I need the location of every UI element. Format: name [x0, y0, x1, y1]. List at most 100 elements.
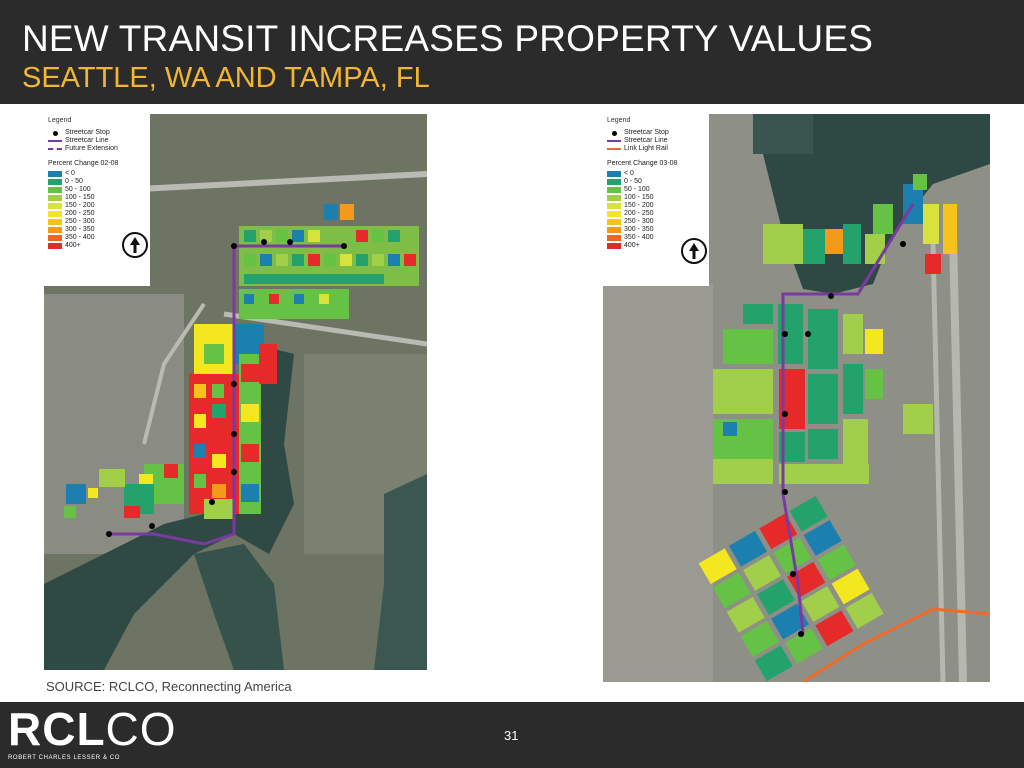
- legend-swatch: [607, 202, 621, 210]
- legend-class-row: 50 - 100: [48, 186, 146, 194]
- legend-class-row: 100 - 150: [48, 194, 146, 202]
- streetcar-line-icon: [607, 137, 621, 145]
- legend-class-label: 300 - 350: [624, 226, 654, 233]
- tampa-streetcar-stops: [106, 239, 347, 537]
- seattle-streetcar-stops: [782, 241, 906, 637]
- legend-label: Streetcar Line: [65, 137, 109, 144]
- legend-class-label: 150 - 200: [624, 202, 654, 209]
- legend-class-label: 400+: [624, 242, 640, 249]
- north-arrow-icon: [681, 238, 707, 264]
- legend-swatch: [607, 210, 621, 218]
- legend-class-row: 100 - 150: [607, 194, 705, 202]
- legend-swatch: [607, 178, 621, 186]
- legend-class-row: 50 - 100: [607, 186, 705, 194]
- streetcar-stop-icon: [607, 129, 621, 137]
- legend-swatch: [607, 170, 621, 178]
- legend-swatch: [48, 202, 62, 210]
- legend-class-label: 50 - 100: [624, 186, 650, 193]
- legend-class-label: < 0: [624, 170, 634, 177]
- slide-title: NEW TRANSIT INCREASES PROPERTY VALUES: [22, 18, 874, 59]
- legend-swatch: [48, 226, 62, 234]
- legend-class-row: 250 - 300: [48, 218, 146, 226]
- legend-item-streetcar-line: Streetcar Line: [48, 137, 146, 145]
- light-rail-line-icon: [607, 145, 621, 153]
- legend-class-row: 300 - 350: [607, 226, 705, 234]
- legend-item-streetcar-line: Streetcar Line: [607, 137, 705, 145]
- slide-footer: RCLCO ROBERT CHARLES LESSER & CO: [0, 702, 1024, 768]
- legend-title: Legend: [607, 117, 631, 124]
- legend-swatch: [48, 178, 62, 186]
- legend-label: Streetcar Line: [624, 137, 668, 144]
- map-tampa-legend: Legend Streetcar Stop Streetcar Line Fut…: [44, 114, 150, 286]
- legend-class-row: 150 - 200: [607, 202, 705, 210]
- legend-class-row: 200 - 250: [607, 210, 705, 218]
- legend-class-label: 350 - 400: [624, 234, 654, 241]
- legend-class-row: 0 - 50: [48, 178, 146, 186]
- source-citation: SOURCE: RCLCO, Reconnecting America: [46, 679, 292, 694]
- streetcar-stop-icon: [48, 129, 62, 137]
- legend-class-row: 150 - 200: [48, 202, 146, 210]
- legend-class-label: < 0: [65, 170, 75, 177]
- legend-swatch: [607, 234, 621, 242]
- legend-classes-title: Percent Change 03-08: [607, 160, 678, 167]
- tampa-streetcar-line: [109, 244, 344, 546]
- legend-swatch: [607, 226, 621, 234]
- legend-swatch: [48, 170, 62, 178]
- legend-swatch: [607, 194, 621, 202]
- logo-tagline: ROBERT CHARLES LESSER & CO: [8, 755, 121, 761]
- legend-class-row: < 0: [48, 170, 146, 178]
- legend-label: Future Extension: [65, 145, 118, 152]
- logo-mark: RCLCO: [8, 703, 176, 755]
- legend-class-row: 300 - 350: [48, 226, 146, 234]
- logo-mark-thin: CO: [105, 703, 177, 755]
- legend-class-row: 400+: [607, 242, 705, 250]
- legend-swatch: [607, 186, 621, 194]
- logo-mark-bold: RCL: [8, 703, 106, 755]
- legend-swatch: [48, 242, 62, 250]
- legend-swatch: [48, 186, 62, 194]
- north-arrow-icon: [122, 232, 148, 258]
- legend-class-label: 100 - 150: [624, 194, 654, 201]
- legend-classes-title: Percent Change 02-08: [48, 160, 119, 167]
- legend-swatch: [48, 218, 62, 226]
- slide-header: NEW TRANSIT INCREASES PROPERTY VALUES SE…: [0, 0, 1024, 104]
- seattle-streetcar-line: [781, 203, 915, 635]
- tampa-lower-parcels: [64, 324, 277, 519]
- legend-item-future-extension: Future Extension: [48, 145, 146, 153]
- seattle-slu-parcels: [713, 304, 933, 484]
- map-seattle-canvas: [603, 114, 990, 682]
- legend-class-row: 200 - 250: [48, 210, 146, 218]
- legend-label: Streetcar Stop: [65, 129, 110, 136]
- legend-class-label: 250 - 300: [65, 218, 95, 225]
- legend-swatch: [48, 210, 62, 218]
- seattle-south-parcels: [698, 495, 884, 682]
- streetcar-line-icon: [48, 137, 62, 145]
- legend-class-label: 400+: [65, 242, 81, 249]
- legend-class-row: 350 - 400: [48, 234, 146, 242]
- legend-swatch: [48, 194, 62, 202]
- legend-item-streetcar-stop: Streetcar Stop: [607, 129, 705, 137]
- legend-class-label: 200 - 250: [624, 210, 654, 217]
- legend-class-label: 0 - 50: [65, 178, 83, 185]
- legend-swatch: [48, 234, 62, 242]
- legend-class-row: 350 - 400: [607, 234, 705, 242]
- seattle-light-rail: [802, 607, 990, 682]
- page-number: 31: [504, 728, 519, 743]
- legend-label: Streetcar Stop: [624, 129, 669, 136]
- map-tampa: Legend Streetcar Stop Streetcar Line Fut…: [44, 114, 427, 670]
- map-seattle: Legend Streetcar Stop Streetcar Line Lin…: [603, 114, 990, 682]
- legend-class-label: 250 - 300: [624, 218, 654, 225]
- legend-class-row: < 0: [607, 170, 705, 178]
- legend-class-row: 250 - 300: [607, 218, 705, 226]
- slide-subtitle: SEATTLE, WA AND TAMPA, FL: [22, 62, 430, 94]
- legend-class-label: 150 - 200: [65, 202, 95, 209]
- legend-label: Link Light Rail: [624, 145, 668, 152]
- legend-swatch: [607, 218, 621, 226]
- legend-class-label: 50 - 100: [65, 186, 91, 193]
- legend-class-label: 100 - 150: [65, 194, 95, 201]
- legend-class-label: 0 - 50: [624, 178, 642, 185]
- legend-class-row: 0 - 50: [607, 178, 705, 186]
- legend-swatch: [607, 242, 621, 250]
